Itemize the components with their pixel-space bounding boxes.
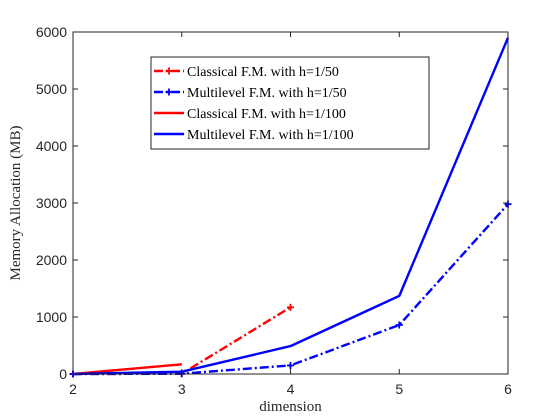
y-tick-label: 0 — [59, 366, 67, 382]
y-tick-label: 4000 — [36, 138, 67, 154]
y-tick-label: 2000 — [36, 252, 67, 268]
legend-entry: Classical F.M. with h=1/100 — [154, 107, 346, 122]
data-point — [287, 361, 294, 369]
legend-label: Classical F.M. with h=1/50 — [187, 65, 339, 80]
legend-label: Classical F.M. with h=1/100 — [187, 107, 346, 122]
data-point — [287, 303, 294, 311]
legend-entry: Multilevel F.M. with h=1/100 — [154, 128, 354, 143]
y-tick-label: 6000 — [36, 24, 67, 40]
legend-label: Multilevel F.M. with h=1/100 — [187, 128, 354, 143]
y-tick-label: 3000 — [36, 195, 67, 211]
y-axis-label: Memory Allocation (MB) — [8, 126, 24, 281]
x-tick-label: 2 — [69, 381, 77, 397]
series-4 — [72, 37, 510, 376]
y-tick-label: 1000 — [36, 309, 67, 325]
legend: Classical F.M. with h=1/50 Multilevel F.M… — [150, 56, 430, 150]
legend-box — [150, 56, 430, 150]
series-3 — [72, 363, 182, 376]
series-line — [72, 37, 510, 376]
x-tick-label: 6 — [504, 381, 512, 397]
y-tick-label: 5000 — [36, 81, 67, 97]
x-axis-label: dimension — [259, 399, 322, 415]
data-point — [395, 321, 403, 329]
axes-layer: 2 3 4 5 6 0 1000 2000 3000 4000 5000 6000 — [36, 24, 512, 397]
legend-label: Multilevel F.M. with h=1/50 — [187, 86, 347, 101]
series-line — [72, 363, 182, 376]
x-tick-label: 5 — [395, 381, 403, 397]
legend-entry: Multilevel F.M. with h=1/50 — [154, 86, 347, 101]
x-tick-label: 3 — [178, 381, 186, 397]
x-tick-label: 4 — [287, 381, 295, 397]
legend-entry: Classical F.M. with h=1/50 — [154, 65, 339, 80]
